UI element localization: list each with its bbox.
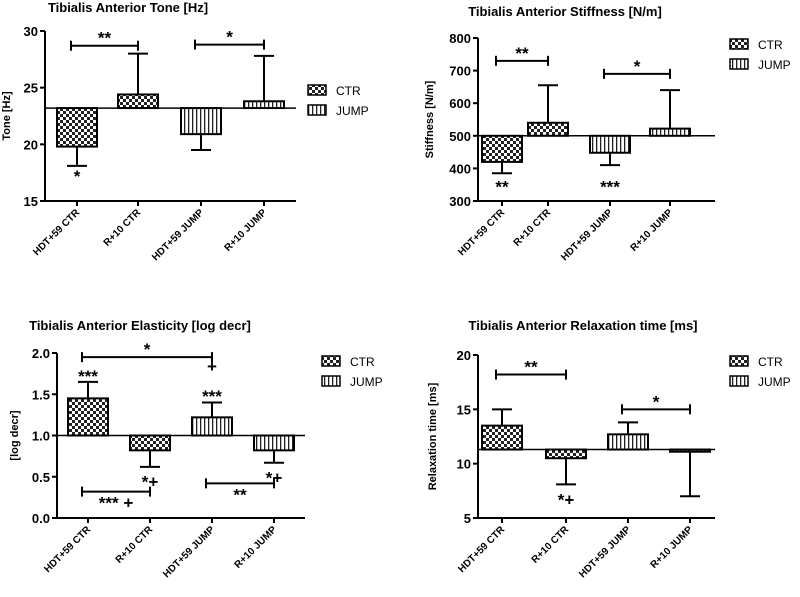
x-tick-label: R+10 CTR <box>114 524 156 566</box>
bracket-label: * <box>634 57 641 76</box>
y-tick-label: 2.0 <box>32 346 50 361</box>
x-tick-label: R+10 CTR <box>530 524 572 566</box>
bar-jump <box>243 100 285 110</box>
y-tick-label: 15 <box>24 194 38 209</box>
y-axis-label: [log decr] <box>9 410 21 460</box>
chart-title: Tibialis Anterior Elasticity [log decr] <box>29 318 251 333</box>
bracket-label: ** <box>98 29 112 48</box>
y-tick-label: 25 <box>24 81 38 96</box>
significance-label: *** <box>202 387 222 406</box>
bar-ctr <box>56 107 98 148</box>
bar-jump <box>607 433 649 451</box>
significance-label: *+ <box>142 473 159 492</box>
legend-swatch-jump <box>321 375 341 387</box>
bracket-label: ** <box>233 485 247 504</box>
x-tick-label: HDT+59 CTR <box>456 207 507 258</box>
legend-label: JUMP <box>758 58 791 72</box>
x-tick-label: HDT+59 JUMP <box>150 207 206 263</box>
bracket-label: *** + <box>99 494 134 513</box>
y-axis-label: Stiffness [N/m] <box>424 80 436 158</box>
legend-swatch-jump <box>729 375 749 387</box>
y-axis-label: Tone [Hz] <box>1 91 13 141</box>
significance-label: ** <box>495 177 509 196</box>
legend-swatch-ctr <box>729 355 749 367</box>
bar-ctr <box>481 134 523 163</box>
y-tick-label: 400 <box>449 161 471 176</box>
y-tick-label: 5 <box>464 511 471 526</box>
legend-label: CTR <box>758 38 783 52</box>
bracket-label: * <box>144 340 151 359</box>
y-tick-label: 20 <box>24 137 38 152</box>
x-tick-label: HDT+59 JUMP <box>559 207 615 263</box>
chart-panel-3: Tibialis Anterior Elasticity [log decr] 0… <box>9 318 383 580</box>
bar-ctr <box>117 93 159 110</box>
bar-ctr <box>129 434 171 452</box>
significance-label: * <box>74 167 81 186</box>
bar-ctr <box>67 397 109 437</box>
y-tick-label: 15 <box>457 402 471 417</box>
x-tick-label: HDT+59 CTR <box>31 207 82 258</box>
chart-title: Tibialis Anterior Stiffness [N/m] <box>468 4 662 19</box>
chart-title: Tibialis Anterior Tone [Hz] <box>48 0 208 15</box>
x-tick-label: R+10 CTR <box>102 207 144 249</box>
y-tick-label: 1.5 <box>32 387 50 402</box>
y-tick-label: 500 <box>449 129 471 144</box>
x-tick-label: R+10 JUMP <box>233 524 280 571</box>
significance-label: *** <box>78 367 98 386</box>
y-tick-label: 0.0 <box>32 511 50 526</box>
x-tick-label: R+10 CTR <box>512 207 554 249</box>
x-tick-label: HDT+59 JUMP <box>577 524 633 580</box>
chart-title: Tibialis Anterior Relaxation time [ms] <box>469 318 698 333</box>
y-tick-label: 600 <box>449 96 471 111</box>
bar-ctr <box>545 448 587 460</box>
y-tick-label: 30 <box>24 24 38 39</box>
bracket-label: * <box>653 392 660 411</box>
legend-label: CTR <box>758 355 783 369</box>
y-tick-label: 20 <box>457 348 471 363</box>
legend-swatch-jump <box>307 104 327 116</box>
legend-label: JUMP <box>758 375 791 389</box>
bracket-label: * <box>226 28 233 47</box>
bar-jump <box>649 127 691 137</box>
bar-ctr <box>481 424 523 451</box>
significance-label: *+ <box>558 491 575 510</box>
x-tick-label: HDT+59 CTR <box>42 524 93 575</box>
bar-ctr <box>527 121 569 137</box>
bar-jump <box>191 416 233 437</box>
y-tick-label: 700 <box>449 64 471 79</box>
legend-label: CTR <box>336 84 361 98</box>
legend-swatch-ctr <box>321 355 341 367</box>
x-tick-label: R+10 JUMP <box>629 207 676 254</box>
chart-panel-1: Tibialis Anterior Tone [Hz] 15 20 25 30 Tone … <box>1 0 369 263</box>
y-tick-label: 1.0 <box>32 429 50 444</box>
legend-swatch-jump <box>729 58 749 70</box>
chart-panel-2: Tibialis Anterior Stiffness [N/m] 300 400 5… <box>424 4 791 263</box>
legend-swatch-ctr <box>307 84 327 96</box>
chart-panel-4: Tibialis Anterior Relaxation time [ms] 5 1… <box>427 318 791 580</box>
y-tick-label: 300 <box>449 194 471 209</box>
x-tick-label: R+10 JUMP <box>223 207 270 254</box>
legend-swatch-ctr <box>729 38 749 50</box>
bracket-label: ** <box>515 44 529 63</box>
bar-jump <box>253 434 295 452</box>
x-tick-label: HDT+59 CTR <box>456 524 507 575</box>
legend-label: JUMP <box>350 375 383 389</box>
legend-label: JUMP <box>336 104 369 118</box>
y-tick-label: 10 <box>457 457 471 472</box>
y-axis-label: Relaxation time [ms] <box>427 382 439 490</box>
significance-label: + <box>207 357 217 376</box>
x-tick-label: HDT+59 JUMP <box>161 524 217 580</box>
bracket-label: ** <box>524 358 538 377</box>
y-tick-label: 800 <box>449 31 471 46</box>
bar-jump <box>180 107 222 136</box>
x-tick-label: R+10 JUMP <box>649 524 696 571</box>
y-tick-label: 0.5 <box>32 470 50 485</box>
significance-label: *** <box>600 177 620 196</box>
bar-jump <box>589 134 631 154</box>
legend-label: CTR <box>350 355 375 369</box>
